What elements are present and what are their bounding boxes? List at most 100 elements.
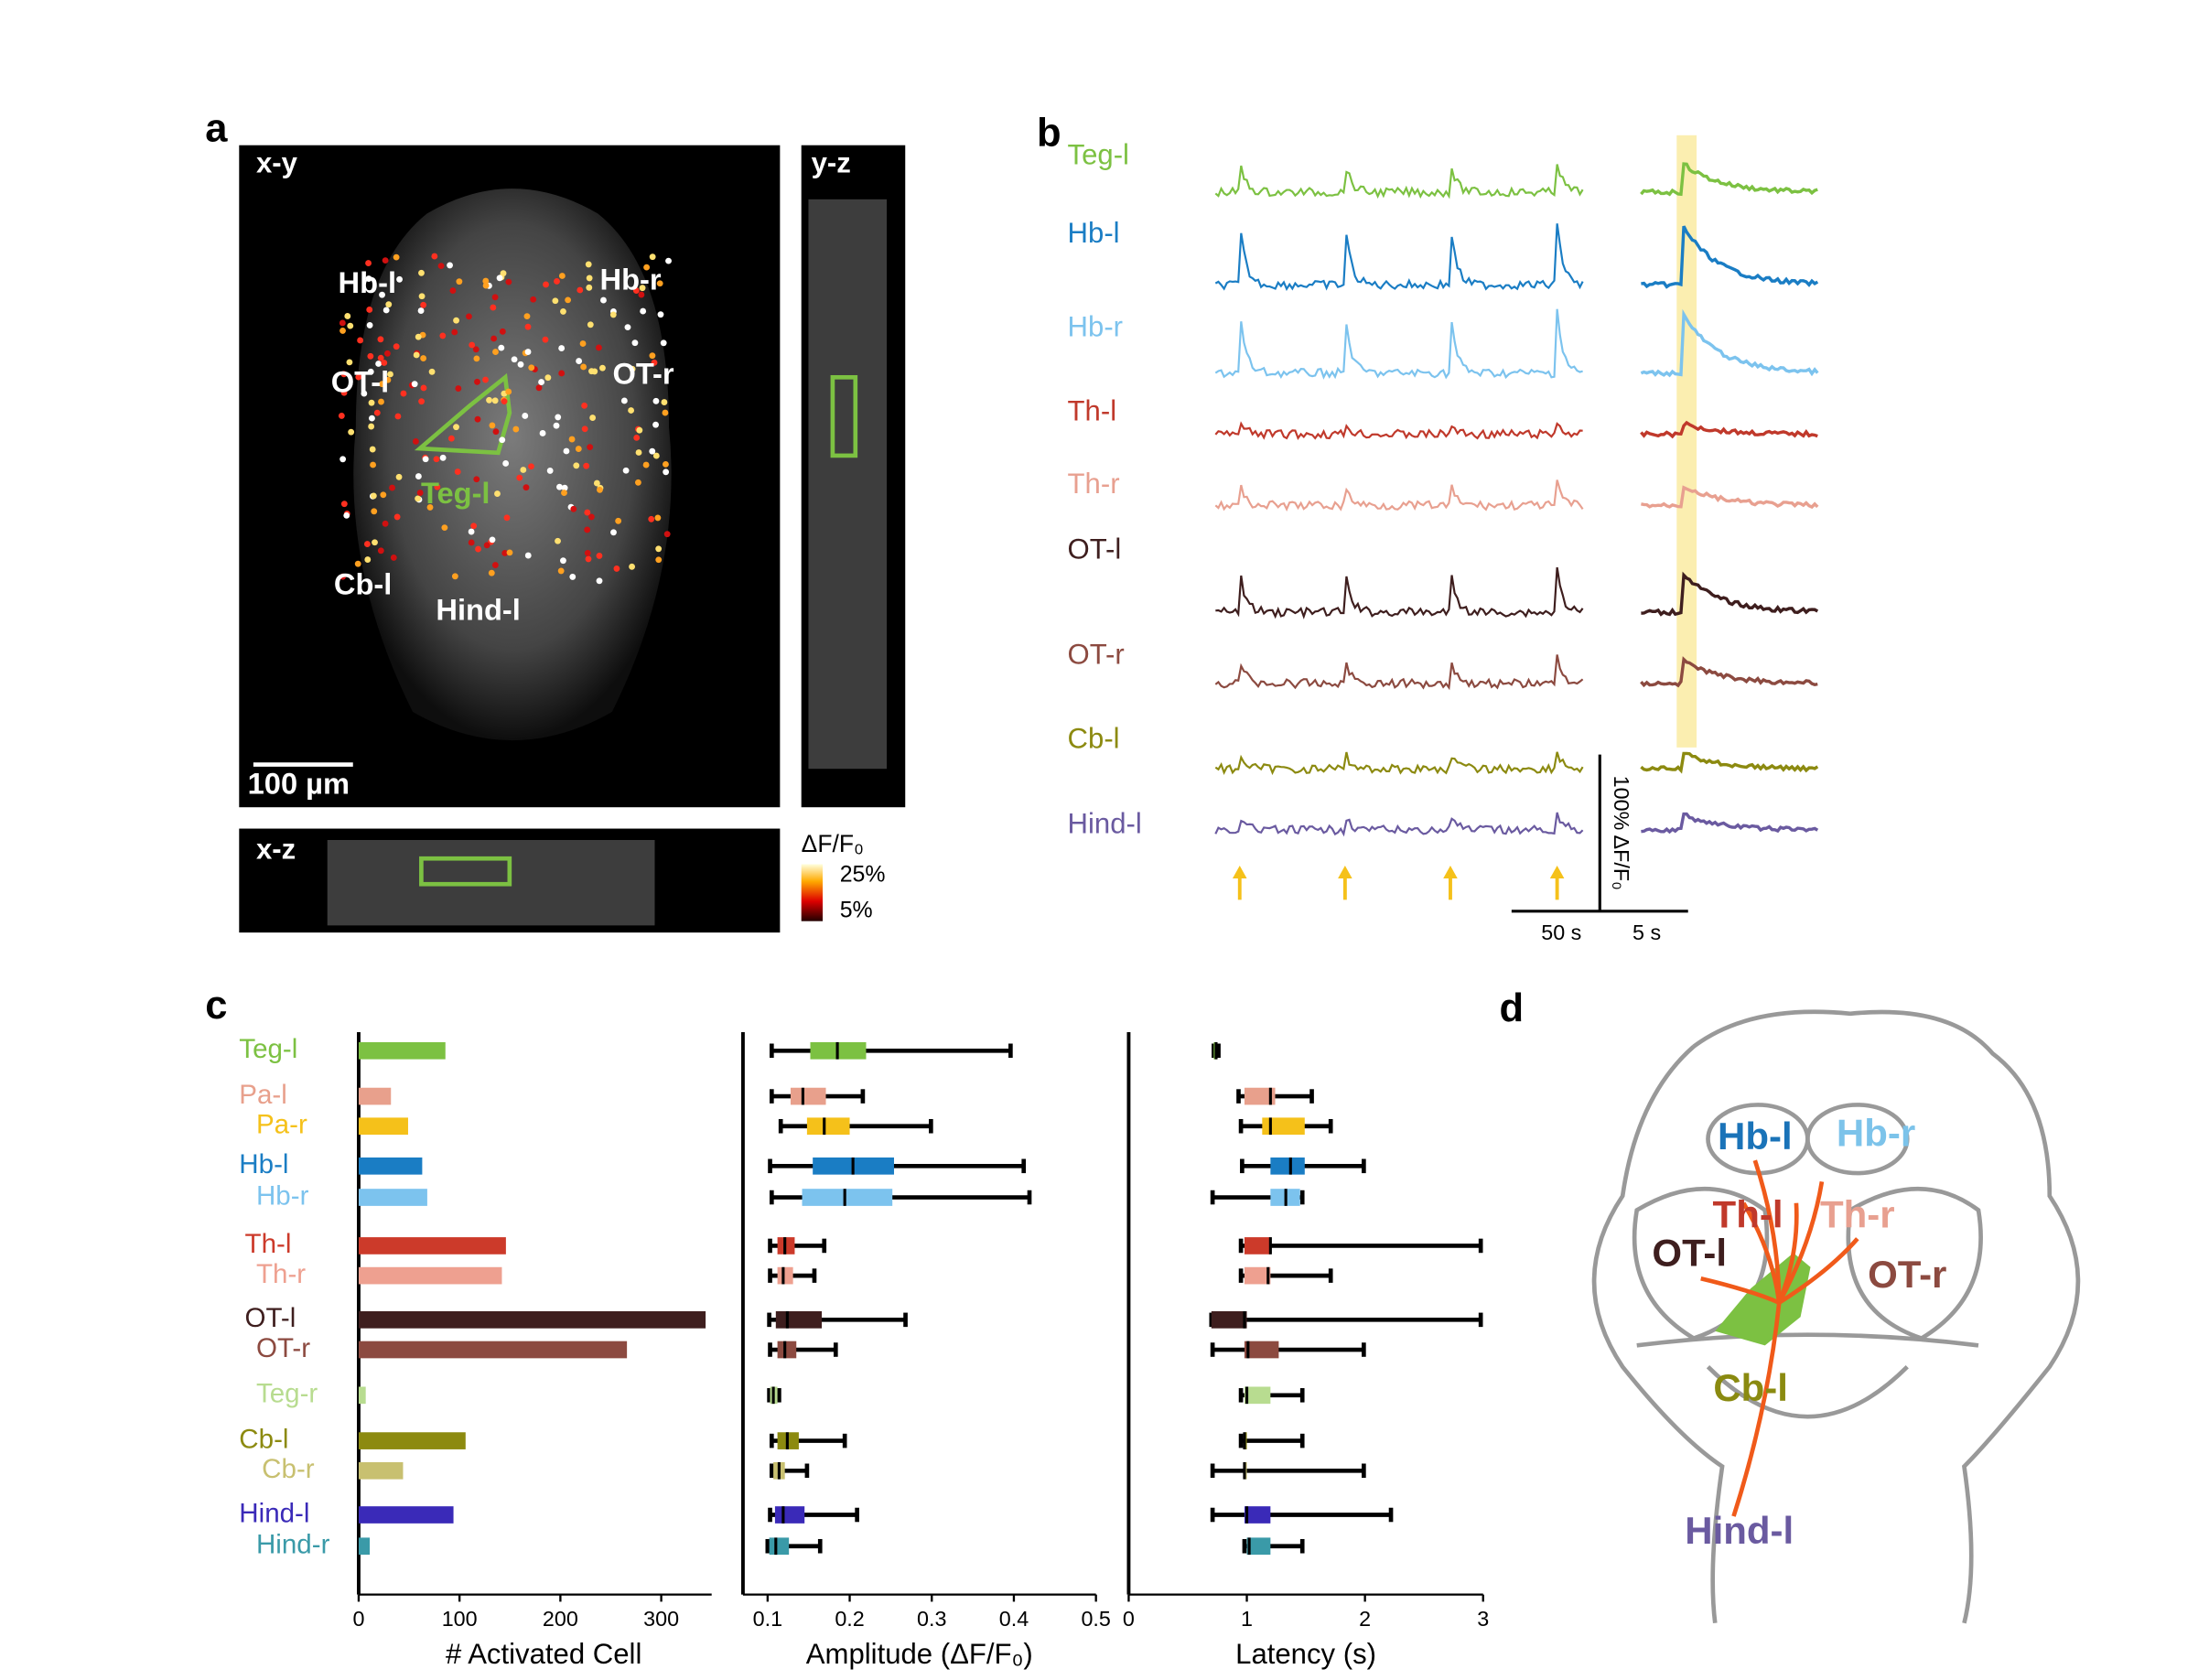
cell bbox=[560, 557, 566, 565]
cell bbox=[652, 421, 659, 428]
trace-label: Hind-l bbox=[1068, 808, 1142, 840]
panel-label: b bbox=[1037, 111, 1061, 155]
cell bbox=[524, 552, 532, 559]
box bbox=[802, 1189, 893, 1206]
cell bbox=[428, 368, 436, 375]
cell bbox=[454, 468, 461, 476]
bar bbox=[358, 1432, 466, 1449]
cell bbox=[393, 253, 400, 261]
cell bbox=[449, 287, 457, 294]
cell bbox=[651, 359, 658, 366]
cell bbox=[505, 278, 512, 285]
projection-arrow bbox=[1752, 1159, 1782, 1303]
cell bbox=[661, 399, 668, 405]
cell bbox=[523, 313, 531, 320]
x-tick-label: 100 bbox=[442, 1607, 478, 1631]
cell bbox=[656, 280, 663, 287]
cell bbox=[538, 379, 545, 385]
cell bbox=[439, 332, 447, 339]
cell bbox=[439, 454, 447, 461]
cell bbox=[546, 468, 554, 474]
category-label: Teg-r bbox=[256, 1379, 318, 1409]
bar bbox=[358, 1189, 427, 1206]
cell bbox=[389, 484, 395, 491]
cell bbox=[390, 554, 397, 561]
colorbar bbox=[801, 864, 824, 921]
cell bbox=[370, 461, 377, 468]
bar bbox=[358, 1311, 706, 1329]
box bbox=[1244, 1237, 1271, 1255]
x-tick-label: 300 bbox=[643, 1607, 679, 1631]
category-label: Pa-l bbox=[239, 1080, 287, 1110]
cell bbox=[370, 492, 377, 500]
panel-label: a bbox=[205, 107, 228, 151]
cell bbox=[433, 456, 440, 463]
cell bbox=[498, 344, 505, 351]
cell bbox=[417, 307, 425, 315]
box bbox=[1244, 1087, 1276, 1105]
cell bbox=[583, 462, 590, 469]
scale-label: 100 µm bbox=[248, 766, 350, 800]
cell bbox=[420, 355, 427, 361]
cell bbox=[628, 407, 635, 414]
cell bbox=[339, 328, 346, 334]
cell bbox=[624, 324, 631, 331]
trace-label: Th-r bbox=[1068, 468, 1120, 500]
bar bbox=[358, 1506, 454, 1524]
cell bbox=[357, 337, 364, 344]
cell bbox=[475, 545, 481, 553]
box bbox=[1270, 1157, 1305, 1175]
stimulus-arrow-head bbox=[1232, 866, 1247, 879]
cell bbox=[634, 479, 641, 486]
cell bbox=[633, 434, 641, 441]
scale-label: 50 s bbox=[1541, 921, 1581, 944]
cell bbox=[488, 569, 495, 576]
cell bbox=[499, 328, 506, 335]
region-label: Cb-l bbox=[334, 567, 392, 601]
trace-label: Th-l bbox=[1068, 394, 1117, 426]
box bbox=[777, 1266, 793, 1285]
bar bbox=[358, 1157, 423, 1175]
bar bbox=[358, 1087, 392, 1105]
cell bbox=[528, 364, 535, 372]
teg-outline bbox=[414, 372, 512, 456]
cell bbox=[575, 446, 582, 453]
cell bbox=[662, 409, 669, 416]
region-label: Hind-l bbox=[436, 593, 520, 627]
cell bbox=[384, 350, 391, 357]
cell bbox=[347, 322, 354, 329]
cell bbox=[636, 426, 643, 434]
cell bbox=[638, 291, 645, 298]
cell bbox=[422, 456, 429, 463]
trace bbox=[1214, 421, 1583, 441]
cell bbox=[355, 373, 362, 381]
region-label: Hb-r bbox=[599, 263, 661, 296]
trace bbox=[1214, 223, 1584, 291]
category-label: Th-l bbox=[245, 1229, 292, 1259]
box bbox=[1244, 1266, 1271, 1285]
cell bbox=[412, 438, 419, 445]
cell bbox=[657, 311, 664, 318]
cell bbox=[565, 296, 572, 304]
cell bbox=[365, 275, 372, 282]
x-tick-label: 0.3 bbox=[917, 1607, 946, 1631]
cell bbox=[383, 307, 390, 314]
cell bbox=[396, 275, 403, 283]
cell bbox=[620, 397, 628, 404]
scale-label: 100% ΔF/F₀ bbox=[1610, 776, 1633, 890]
cell bbox=[451, 328, 458, 336]
cell bbox=[587, 444, 594, 451]
cell bbox=[490, 304, 497, 311]
bar bbox=[358, 1041, 446, 1060]
cell bbox=[629, 365, 636, 372]
cell bbox=[367, 368, 374, 375]
cell bbox=[344, 313, 351, 319]
cell bbox=[416, 490, 424, 497]
cell bbox=[491, 397, 499, 404]
cell bbox=[543, 281, 549, 288]
cell bbox=[473, 476, 480, 483]
box bbox=[1244, 1341, 1279, 1359]
cell bbox=[384, 376, 392, 383]
cell bbox=[482, 277, 490, 285]
